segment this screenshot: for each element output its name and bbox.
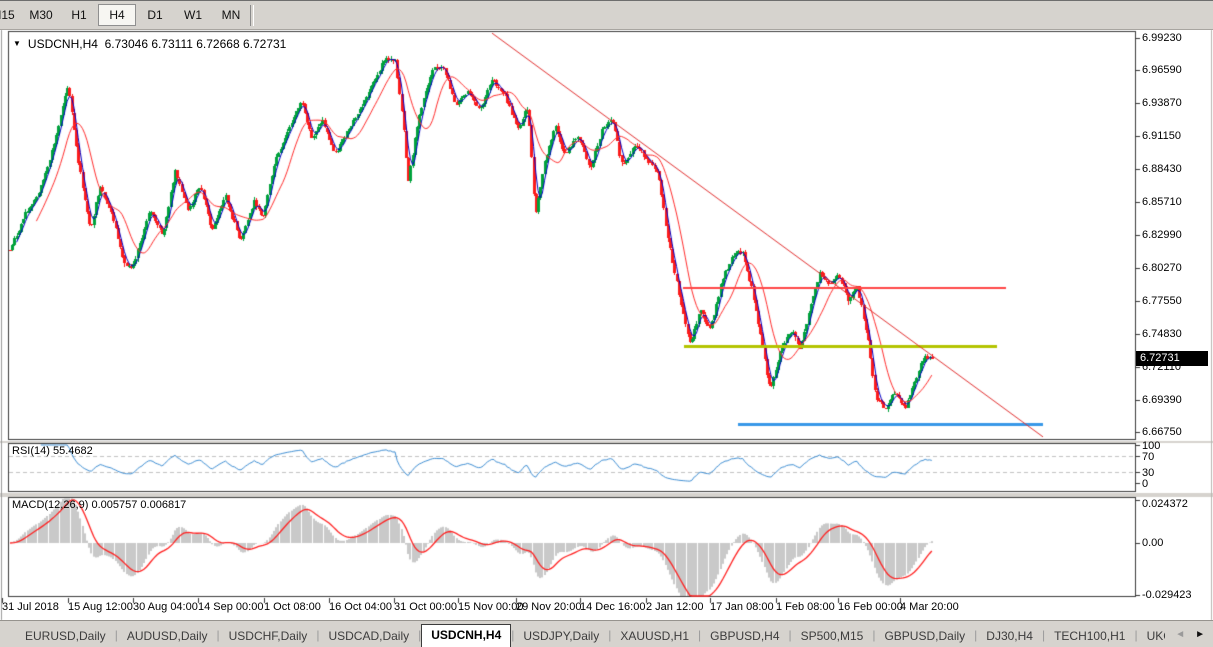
price-tick-label: 6.99230	[1142, 32, 1182, 44]
tab-separator: |	[1041, 628, 1046, 642]
chart-tab[interactable]: EURUSD,Daily	[25, 629, 106, 643]
macd-indicator-label: MACD(12,26,9) 0.005757 0.006817	[12, 499, 186, 511]
macd-axis-label: 0.00	[1142, 537, 1164, 549]
timeframe-button-h4[interactable]: H4	[98, 4, 136, 26]
chart-tab[interactable]: GBPUSD,H4	[710, 629, 780, 643]
chart-tab[interactable]: DJ30,H4	[986, 629, 1033, 643]
tab-separator: |	[316, 628, 320, 642]
price-tick-label: 6.96590	[1142, 64, 1182, 76]
chart-title: ▼ USDCNH,H4 6.73046 6.73111 6.72668 6.727…	[13, 37, 286, 51]
timeframe-button-mn[interactable]: MN	[221, 8, 241, 22]
time-tick-label: 14 Dec 16:00	[580, 601, 646, 613]
toolbar-separator	[250, 5, 254, 26]
tab-separator: |	[511, 628, 515, 642]
tab-separator: |	[608, 628, 612, 642]
time-tick-label: 16 Oct 04:00	[329, 601, 392, 613]
chart-tab[interactable]: USDJPY,Daily	[523, 629, 600, 643]
price-tick-label: 6.77550	[1142, 295, 1182, 307]
price-tick-label: 6.88430	[1142, 163, 1182, 175]
chart-tab[interactable]: USDCNH,H4	[421, 624, 512, 647]
chart-tabs: EURUSD,Daily | AUDUSD,Daily | USDCHF,Daily | U…	[16, 624, 1181, 647]
tab-separator: |	[788, 628, 792, 642]
tab-separator: |	[114, 628, 118, 642]
timeframe-button-w1[interactable]: W1	[184, 8, 202, 22]
timeframe-button-d1[interactable]: D1	[147, 8, 163, 22]
time-tick-label: 30 Aug 04:00	[133, 601, 198, 613]
price-tick-label: 6.91150	[1142, 130, 1181, 142]
rsi-indicator-label: RSI(14) 55.4682	[12, 445, 93, 457]
rsi-axis-label: 0	[1142, 478, 1149, 490]
tab-scroll-arrows: ◄ ►	[1165, 621, 1213, 647]
price-tick-label: 6.82990	[1142, 229, 1182, 241]
chart-tab[interactable]: TECH100,H1	[1054, 629, 1126, 643]
chart-tab[interactable]: GBPUSD,Daily	[884, 629, 966, 643]
chart-tab[interactable]: AUDUSD,Daily	[126, 629, 208, 643]
tab-scroll-left-icon[interactable]: ◄	[1175, 628, 1186, 640]
time-tick-label: 16 Feb 00:00	[838, 601, 903, 613]
macd-name: MACD(12,26,9)	[12, 499, 89, 511]
time-tick-label: 1 Oct 08:00	[264, 601, 321, 613]
time-tick-label: 29 Nov 20:00	[516, 601, 582, 613]
time-tick-label: 31 Jul 2018	[2, 601, 59, 613]
timeframe-button-h1[interactable]: H1	[71, 8, 87, 22]
time-tick-label: 4 Mar 20:00	[900, 601, 959, 613]
tab-separator: |	[974, 628, 978, 642]
current-price-badge: 6.72731	[1136, 351, 1208, 366]
time-tick-label: 1 Feb 08:00	[776, 601, 835, 613]
timeframe-button-m15[interactable]: M15	[0, 8, 15, 22]
tab-separator: |	[1134, 628, 1138, 642]
chart-symbol: USDCNH,H4	[27, 37, 98, 51]
timeframe-toolbar: M15 M30 H1 H4 D1 W1 MN	[0, 0, 1213, 30]
time-tick-label: 31 Oct 00:00	[394, 601, 457, 613]
rsi-name: RSI(14)	[12, 445, 50, 457]
rsi-axis-label: 100	[1142, 440, 1161, 452]
tab-separator: |	[872, 628, 876, 642]
rsi-value: 55.4682	[52, 445, 93, 457]
chart-quotes: 6.73046 6.73111 6.72668 6.72731	[104, 37, 287, 51]
price-tick-label: 6.66750	[1142, 426, 1182, 438]
time-tick-label: 17 Jan 08:00	[710, 601, 774, 613]
rsi-axis-label: 30	[1142, 467, 1155, 479]
chart-tab[interactable]: USDCHF,Daily	[228, 629, 308, 643]
price-tick-label: 6.85710	[1142, 196, 1182, 208]
macd-axis-label: 0.024372	[1142, 498, 1188, 510]
macd-axis-label: -0.029423	[1142, 589, 1192, 601]
symbol-dropdown-icon[interactable]: ▼	[13, 39, 21, 48]
time-tick-label: 14 Sep 00:00	[198, 601, 264, 613]
macd-values: 0.005757 0.006817	[91, 499, 187, 511]
price-tick-label: 6.80270	[1142, 262, 1182, 274]
price-tick-label: 6.74830	[1142, 328, 1182, 340]
timeframe-button-m30[interactable]: M30	[29, 8, 53, 22]
chart-tab-bar: EURUSD,Daily | AUDUSD,Daily | USDCHF,Daily | U…	[0, 620, 1213, 647]
tab-separator: |	[216, 628, 220, 642]
tab-scroll-right-icon[interactable]: ►	[1195, 628, 1205, 640]
price-tick-label: 6.93870	[1142, 97, 1182, 109]
time-tick-label: 15 Aug 12:00	[68, 601, 133, 613]
timeframe-button-row: M15 M30 H1 H4 D1 W1 MN	[0, 4, 250, 26]
chart-tab[interactable]: XAUUSD,H1	[620, 629, 690, 643]
chart-tab[interactable]: USDCAD,Daily	[328, 629, 410, 643]
time-tick-label: 15 Nov 00:00	[458, 601, 524, 613]
price-tick-label: 6.69390	[1142, 394, 1182, 406]
rsi-axis-label: 70	[1142, 451, 1155, 463]
time-tick-label: 2 Jan 12:00	[646, 601, 704, 613]
chart-tab[interactable]: SP500,M15	[800, 629, 864, 643]
tab-separator: |	[418, 628, 422, 642]
tab-separator: |	[698, 628, 702, 642]
